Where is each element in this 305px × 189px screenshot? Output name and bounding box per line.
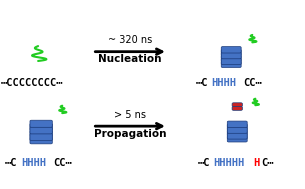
FancyBboxPatch shape [221,55,241,62]
Text: CC⋯: CC⋯ [243,78,262,88]
FancyBboxPatch shape [232,107,242,110]
Text: > 5 ns: > 5 ns [114,110,146,120]
FancyBboxPatch shape [221,47,241,53]
FancyBboxPatch shape [221,58,241,65]
FancyBboxPatch shape [232,103,242,107]
FancyBboxPatch shape [227,130,247,136]
Text: ⋯C: ⋯C [195,78,208,88]
Text: Nucleation: Nucleation [99,54,162,64]
Text: ⋯C: ⋯C [197,158,210,168]
FancyBboxPatch shape [227,124,247,130]
FancyBboxPatch shape [30,120,52,127]
FancyBboxPatch shape [30,124,52,131]
Text: HHHH: HHHH [21,158,46,168]
FancyBboxPatch shape [30,127,52,134]
FancyBboxPatch shape [30,137,52,144]
Text: C⋯: C⋯ [261,158,274,168]
FancyBboxPatch shape [227,136,247,142]
Text: ⋯C: ⋯C [5,158,18,168]
Text: ⋯CCCCCCCC⋯: ⋯CCCCCCCC⋯ [1,78,64,88]
FancyBboxPatch shape [227,121,247,128]
FancyBboxPatch shape [227,133,247,139]
FancyBboxPatch shape [30,133,52,141]
FancyBboxPatch shape [221,61,241,67]
Text: Propagation: Propagation [94,129,167,139]
Text: ~ 320 ns: ~ 320 ns [108,35,152,45]
Text: HHHHH: HHHHH [213,158,245,168]
Text: CC⋯: CC⋯ [53,158,72,168]
Text: H: H [253,158,260,168]
FancyBboxPatch shape [30,130,52,137]
FancyBboxPatch shape [227,127,247,133]
FancyBboxPatch shape [221,50,241,56]
Text: HHHH: HHHH [211,78,236,88]
FancyBboxPatch shape [221,52,241,59]
